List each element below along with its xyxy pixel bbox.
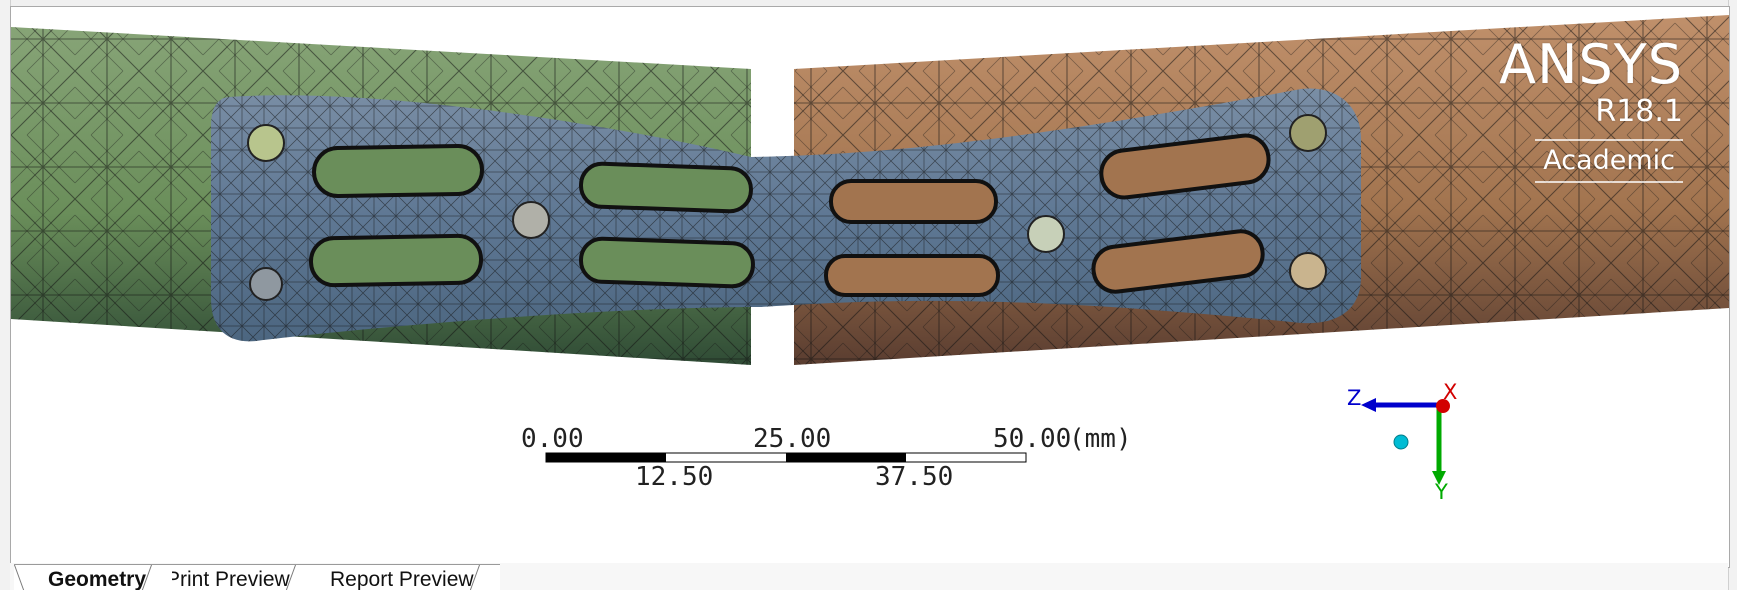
bolt-holes <box>247 114 1327 301</box>
scale-unit: (mm) <box>1069 424 1132 454</box>
model-render[interactable]: 0.00 25.00 50.00 (mm) 12.50 37.50 Z Y X <box>11 7 1729 567</box>
tab-geometry[interactable]: Geometry <box>14 564 173 590</box>
tab-report-preview[interactable]: Report Preview <box>296 564 500 590</box>
axis-triad[interactable]: Z Y X <box>1347 380 1457 504</box>
scale-label-25: 25.00 <box>753 424 831 454</box>
scale-label-37-5: 37.50 <box>875 462 953 492</box>
plate-slots <box>309 143 755 289</box>
scale-bar: 0.00 25.00 50.00 (mm) 12.50 37.50 <box>521 424 1132 492</box>
z-axis-label: Z <box>1347 386 1361 410</box>
plate-slots-right <box>824 133 1271 297</box>
scale-label-0: 0.00 <box>521 424 584 454</box>
y-axis-label: Y <box>1434 480 1448 504</box>
view-tabs: Geometry Print Preview Report Preview <box>10 563 1728 590</box>
x-axis-label: X <box>1443 380 1457 404</box>
scale-label-50: 50.00 <box>993 424 1071 454</box>
connector-plate[interactable] <box>211 88 1361 342</box>
graphics-viewport[interactable]: 0.00 25.00 50.00 (mm) 12.50 37.50 Z Y X … <box>10 6 1730 568</box>
scale-label-12-5: 12.50 <box>635 462 713 492</box>
